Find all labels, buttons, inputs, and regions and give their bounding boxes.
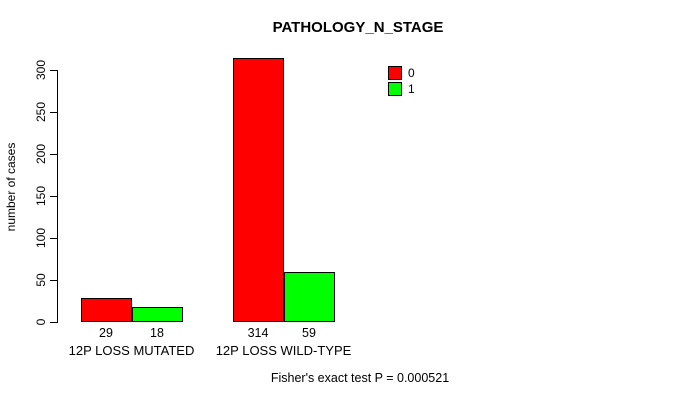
legend-entry: 1	[388, 82, 415, 96]
legend-swatch-0	[388, 66, 402, 80]
y-tick-mark	[50, 196, 57, 197]
y-axis-line	[57, 70, 58, 323]
legend-label: 1	[408, 82, 415, 96]
bar-1-mutated	[131, 307, 183, 322]
legend-entry: 0	[388, 66, 415, 80]
y-tick-mark	[50, 280, 57, 281]
legend-swatch-1	[388, 82, 402, 96]
y-tick-label: 0	[34, 318, 48, 326]
y-tick-mark	[50, 70, 57, 71]
y-tick-mark	[50, 154, 57, 155]
y-tick-label: 50	[34, 273, 48, 287]
bar-0-mutated	[80, 298, 132, 322]
y-tick-label: 150	[34, 185, 48, 207]
footer-stat: Fisher's exact test P = 0.000521	[270, 371, 450, 385]
y-tick-mark	[50, 322, 57, 323]
category-label: 12P LOSS MUTATED	[68, 343, 195, 358]
bar-value-label: 18	[150, 326, 164, 340]
bar-0-wild-type	[232, 58, 284, 322]
y-tick-label: 250	[34, 101, 48, 123]
y-tick-label: 200	[34, 143, 48, 165]
category-label: 12P LOSS WILD-TYPE	[215, 343, 352, 358]
y-tick-label: 300	[34, 59, 48, 81]
y-axis-label: number of cases	[4, 142, 18, 232]
legend-label: 0	[408, 66, 415, 80]
y-tick-label: 100	[34, 227, 48, 249]
bar-1-wild-type	[283, 272, 335, 322]
bar-value-label: 314	[247, 326, 269, 340]
bar-value-label: 29	[99, 326, 113, 340]
y-tick-mark	[50, 112, 57, 113]
y-tick-mark	[50, 238, 57, 239]
chart-title: PATHOLOGY_N_STAGE	[272, 19, 444, 36]
bar-value-label: 59	[302, 326, 316, 340]
